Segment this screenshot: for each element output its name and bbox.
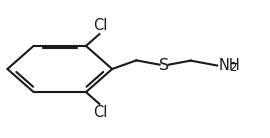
Text: Cl: Cl (93, 18, 107, 33)
Text: Cl: Cl (93, 105, 107, 120)
Text: NH: NH (218, 58, 240, 73)
Text: S: S (159, 58, 169, 73)
Text: 2: 2 (229, 61, 236, 74)
